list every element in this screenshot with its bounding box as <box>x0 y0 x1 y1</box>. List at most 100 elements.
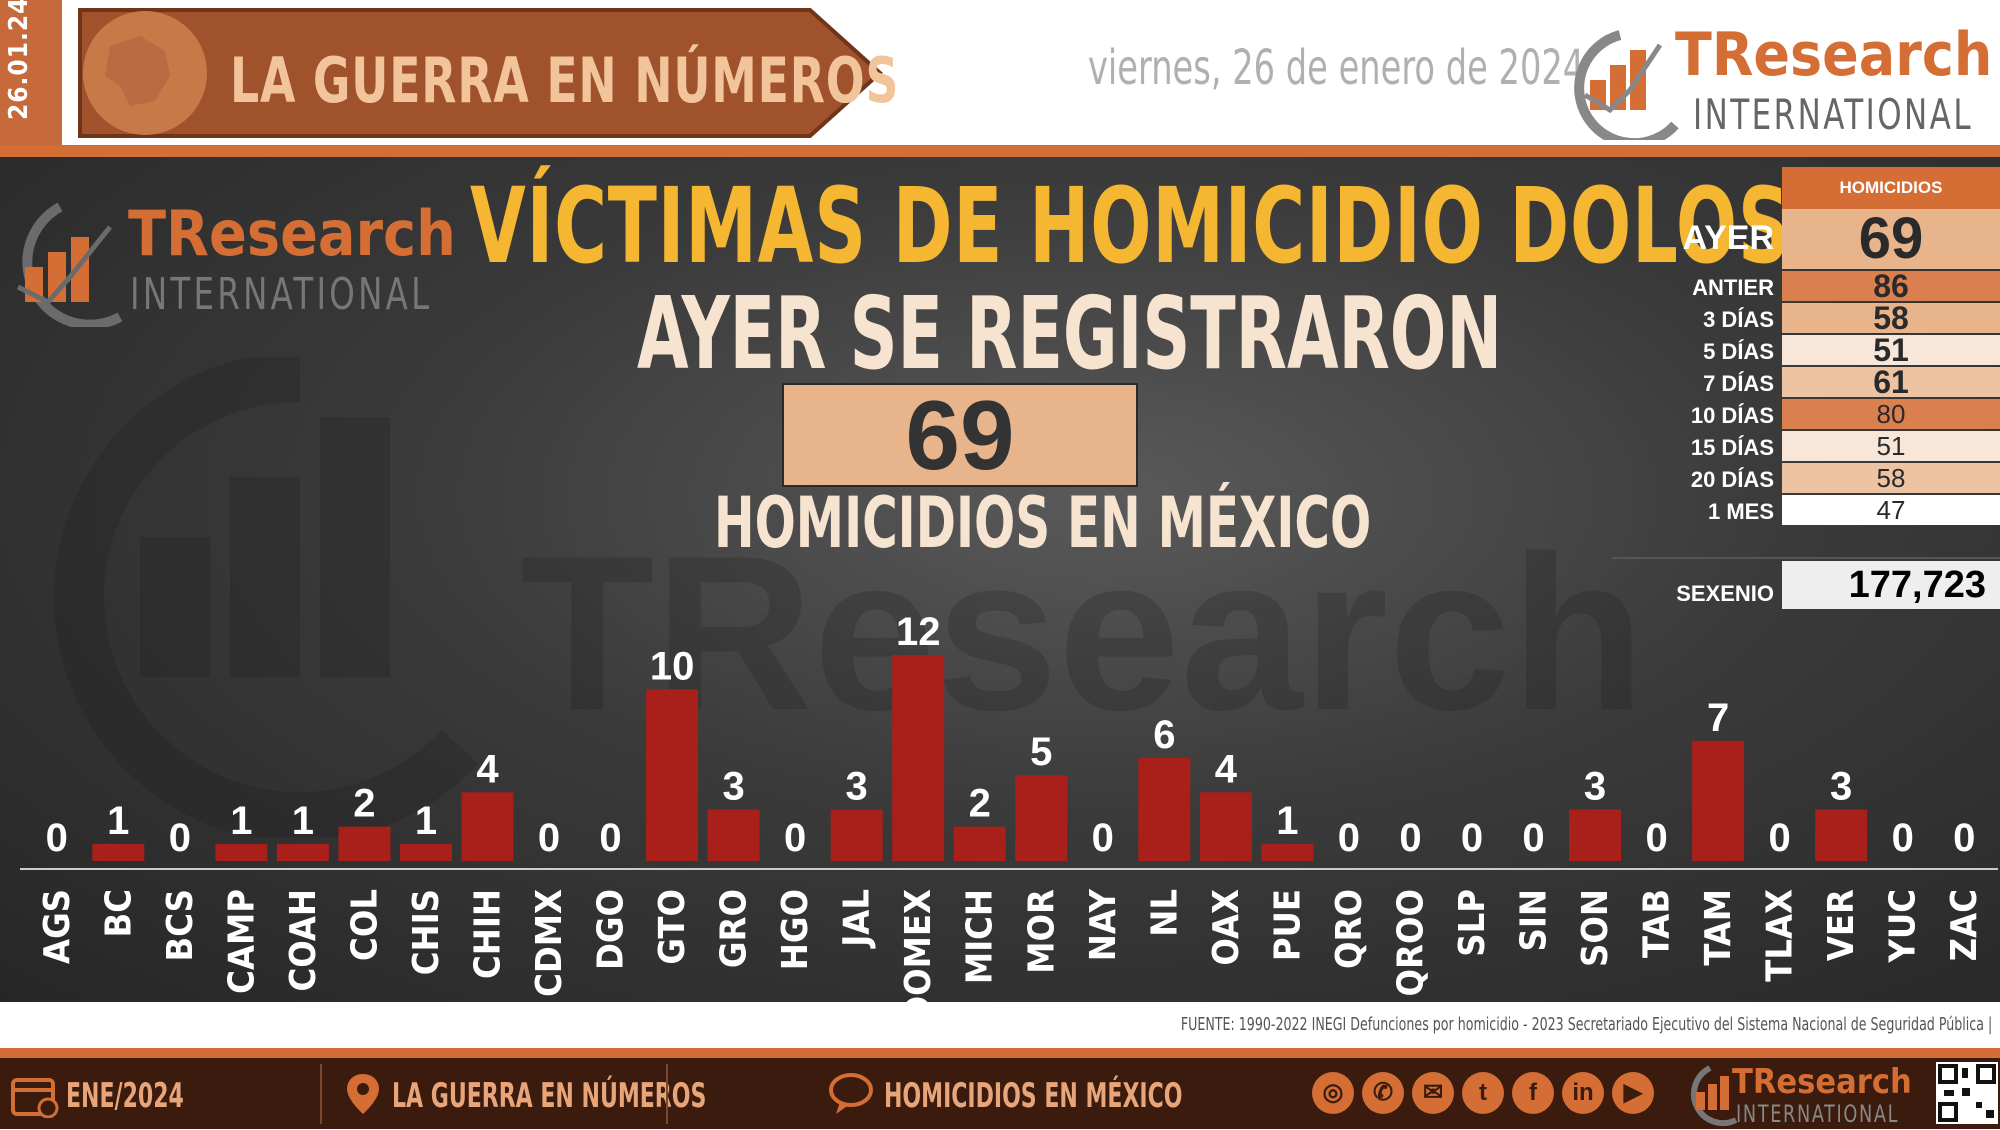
history-row-label: 1 MES <box>1707 499 1774 524</box>
history-row-label: AYER <box>1682 219 1774 257</box>
tick-label: SIN <box>1514 889 1555 951</box>
history-row: 10 DÍAS 80 <box>1612 399 2000 431</box>
tick-label: GTO <box>652 889 693 965</box>
data-label: 0 <box>538 816 560 860</box>
linkedin-icon[interactable]: in <box>1562 1072 1604 1114</box>
main-logo-sub: INTERNATIONAL <box>130 269 433 320</box>
tick-label: QROO <box>1390 889 1431 997</box>
total-value: 69 <box>905 380 1015 490</box>
data-label: 0 <box>1645 816 1667 860</box>
tick-label: PUE <box>1267 889 1308 961</box>
tick-label: COL <box>344 889 385 961</box>
history-row-label: 3 DÍAS <box>1703 307 1774 332</box>
tick-label: CAMP <box>221 889 262 994</box>
data-label: 0 <box>784 816 806 860</box>
source-band: FUENTE: 1990-2022 INEGI Defunciones por … <box>0 1002 2000 1048</box>
watermark: TResearch <box>40 351 1645 842</box>
chat-icon <box>829 1073 873 1114</box>
youtube-icon[interactable]: ▶ <box>1612 1072 1654 1114</box>
main-logo: TResearch INTERNATIONAL <box>0 197 456 330</box>
phone-icon[interactable]: ✆ <box>1362 1072 1404 1114</box>
bar-edomex <box>892 655 945 861</box>
bar-coah <box>276 843 329 861</box>
tick-label: MICH <box>960 889 1001 984</box>
data-label: 0 <box>1892 816 1914 860</box>
tick-label: EDOMEX <box>898 889 939 1002</box>
data-label: 4 <box>476 747 499 791</box>
history-row-label: 20 DÍAS <box>1690 467 1774 492</box>
data-label: 1 <box>292 799 314 843</box>
history-row-label: 7 DÍAS <box>1703 371 1774 396</box>
tick-label: COAH <box>283 889 324 992</box>
data-label: 2 <box>353 782 375 826</box>
map-pin-icon <box>347 1074 379 1114</box>
data-label: 0 <box>46 816 68 860</box>
tick-label: AGS <box>37 889 78 964</box>
qr-code[interactable] <box>1936 1062 1998 1124</box>
history-row: 3 DÍAS 58 <box>1612 302 2000 335</box>
chart-title: VÍCTIMAS DE HOMICIDIO DOLOSO <box>470 165 1853 287</box>
date-code: 26.01.24 <box>4 0 34 120</box>
history-row-value: 86 <box>1782 270 2000 302</box>
facebook-icon[interactable]: f <box>1512 1072 1554 1114</box>
history-row-label: 5 DÍAS <box>1703 339 1774 364</box>
header: 26.01.24 LA GUERRA EN NÚMEROS viernes, 2… <box>0 0 2000 149</box>
data-label: 0 <box>1461 816 1483 860</box>
banner-title: LA GUERRA EN NÚMEROS <box>230 44 900 117</box>
data-label: 0 <box>1338 816 1360 860</box>
footer-logo-text: TResearch <box>1732 1062 1912 1102</box>
total-caption: HOMICIDIOS EN MÉXICO <box>714 482 1372 564</box>
bar-gto <box>646 689 699 861</box>
data-label: 7 <box>1707 696 1729 740</box>
data-label: 0 <box>1522 816 1544 860</box>
history-row-value: 58 <box>1782 463 2000 493</box>
chart-subtitle: AYER SE REGISTRARON <box>637 275 1503 392</box>
history-row: AYER 69 <box>1612 209 2000 271</box>
data-label: 0 <box>1092 816 1114 860</box>
history-row: 5 DÍAS 51 <box>1612 334 2000 367</box>
tick-label: TAM <box>1698 889 1739 966</box>
tick-label: GRO <box>714 889 755 968</box>
data-label: 6 <box>1153 713 1175 757</box>
footer-logo-sub: INTERNATIONAL <box>1736 1100 1900 1128</box>
history-row: ANTIER 86 <box>1612 270 2000 303</box>
tick-label: TAB <box>1637 889 1678 958</box>
bar-pue <box>1261 843 1314 861</box>
history-row-label: 15 DÍAS <box>1690 435 1774 460</box>
data-label: 5 <box>1030 730 1052 774</box>
history-row: 7 DÍAS 61 <box>1612 366 2000 399</box>
footer: ENE/2024 LA GUERRA EN NÚMEROS HOMICIDIOS… <box>0 1058 2000 1129</box>
bar-oax <box>1199 792 1252 861</box>
tick-label: SLP <box>1452 889 1493 957</box>
data-label: 1 <box>107 799 129 843</box>
tick-label: VER <box>1821 889 1862 961</box>
data-label: 0 <box>1953 816 1975 860</box>
tick-label: NL <box>1144 889 1185 937</box>
history-row-value: 80 <box>1782 399 2000 429</box>
tick-label: NAY <box>1083 888 1124 961</box>
data-label: 0 <box>599 816 621 860</box>
history-table-header: HOMICIDIOS <box>1782 167 2000 209</box>
history-row-label: ANTIER <box>1692 275 1774 300</box>
sexenio-value: 177,723 <box>1782 561 2000 609</box>
data-label: 4 <box>1215 747 1238 791</box>
tick-label: OAX <box>1206 889 1247 966</box>
footer-topic: HOMICIDIOS EN MÉXICO <box>884 1076 1183 1116</box>
total-box: 69 <box>782 383 1138 487</box>
footer-sep-1 <box>320 1064 322 1124</box>
bar-mich <box>953 826 1006 861</box>
tick-label: BC <box>98 889 139 937</box>
data-label: 1 <box>1276 799 1298 843</box>
state-bar-chart: 0 AGS 1 BC 0 BCS 1 CAMP 1 COAH 2 COL 1 CHIS 4 CHIH 0 CDMX… <box>20 610 1998 1002</box>
bar-nl <box>1138 758 1191 861</box>
calendar-icon <box>11 1078 59 1118</box>
sexenio-row: SEXENIO 177,723 <box>1612 557 2000 609</box>
data-label: 2 <box>969 782 991 826</box>
data-label: 3 <box>722 765 744 809</box>
date-strip: 26.01.24 <box>0 0 62 145</box>
mail-icon[interactable]: ✉ <box>1412 1072 1454 1114</box>
header-divider <box>0 145 2000 157</box>
twitter-icon[interactable]: t <box>1462 1072 1504 1114</box>
globe-icon[interactable]: ◎ <box>1312 1072 1354 1114</box>
title-banner: LA GUERRA EN NÚMEROS <box>70 6 898 140</box>
